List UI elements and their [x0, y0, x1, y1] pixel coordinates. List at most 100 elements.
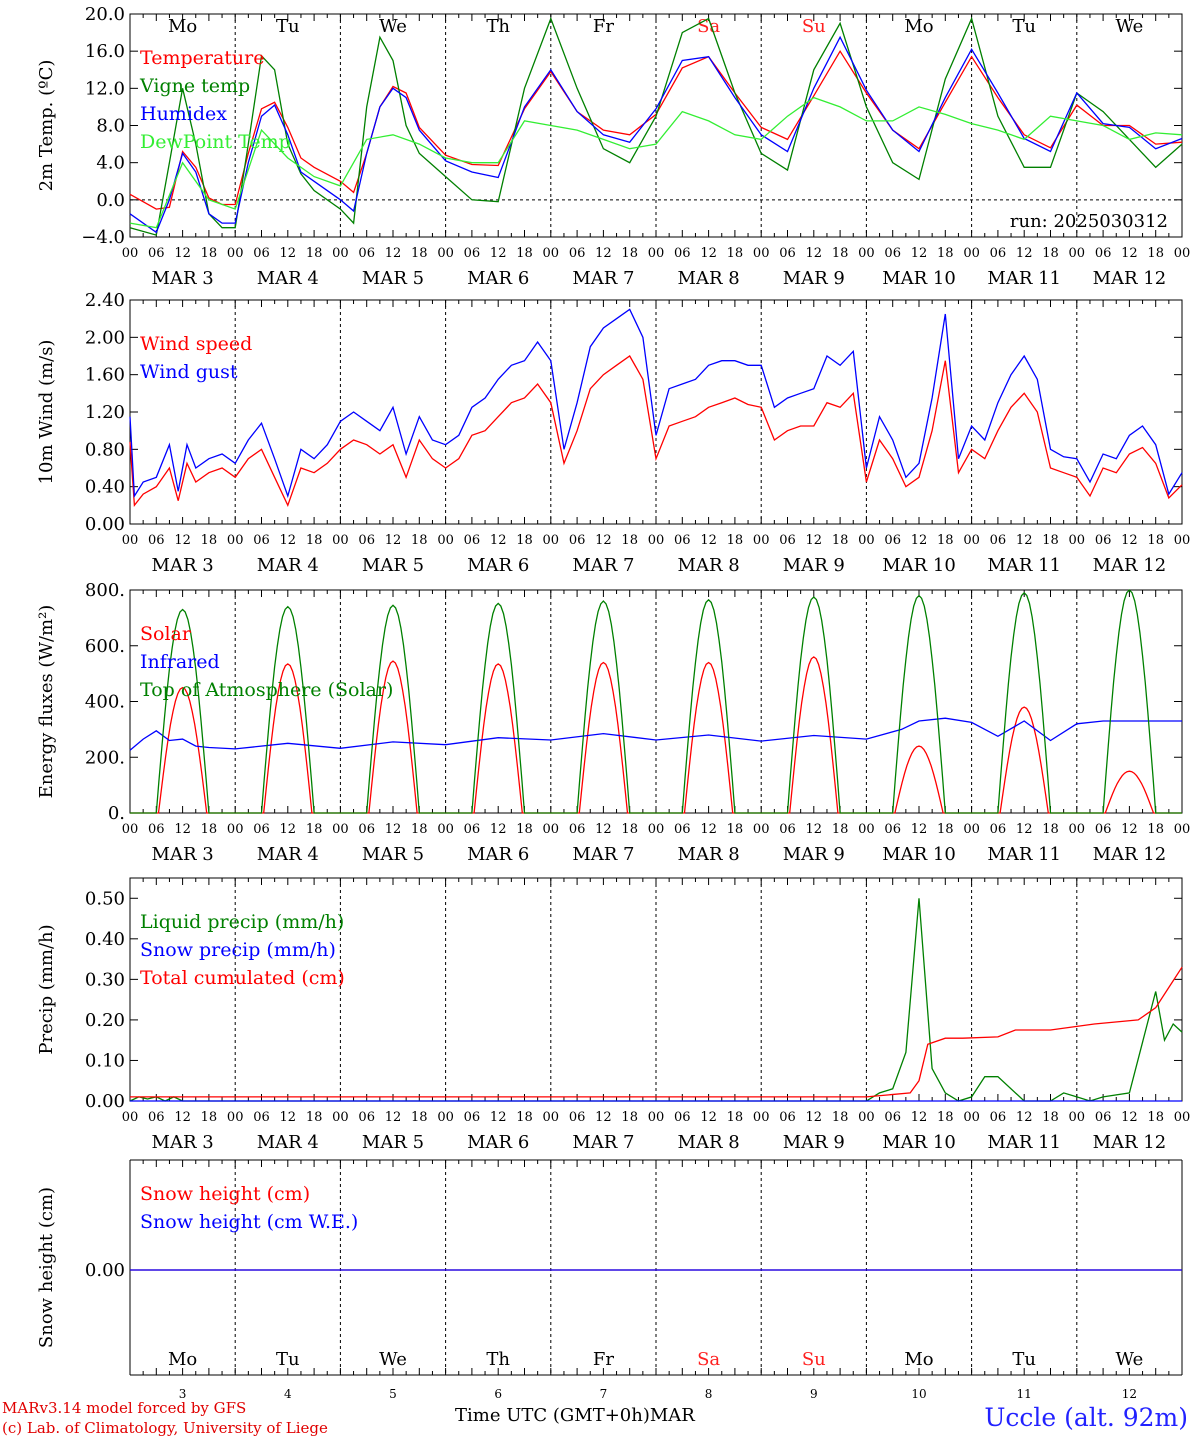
- date-label: MAR 3: [152, 268, 214, 289]
- y-tick-label: 0.10: [85, 1050, 125, 1071]
- day-name-label: Tu: [276, 16, 300, 37]
- hour-label: 18: [306, 822, 323, 837]
- day-name-label: Th: [486, 16, 510, 37]
- hour-label: 12: [1016, 1110, 1033, 1125]
- hour-label: 00: [963, 246, 980, 261]
- hour-label: 18: [832, 822, 849, 837]
- hour-label: 06: [779, 1110, 796, 1125]
- series-line-total-cumulated-cm-: [130, 966, 1183, 1098]
- date-label: MAR 6: [467, 268, 529, 289]
- y-tick-label: 16.0: [85, 41, 125, 62]
- hour-label: 00: [648, 533, 665, 548]
- hour-label: 00: [332, 246, 349, 261]
- legend-item: Snow height (cm): [140, 1183, 310, 1205]
- hour-label: 06: [884, 822, 901, 837]
- x-axis-month: MAR: [649, 1405, 695, 1426]
- hour-label: 18: [1147, 822, 1164, 837]
- hour-label: 00: [437, 1110, 454, 1125]
- hour-label: 12: [700, 533, 717, 548]
- hour-label: 00: [753, 246, 770, 261]
- y-axis-label: 2m Temp. (ºC): [36, 60, 57, 192]
- date-label: MAR 3: [152, 555, 214, 576]
- hour-label: 06: [358, 246, 375, 261]
- series-line-wind-gust: [129, 308, 1183, 499]
- day-name-label: Fr: [593, 1349, 614, 1370]
- model-credit: MARv3.14 model forced by GFS: [2, 1399, 247, 1417]
- legend-item: Total cumulated (cm): [140, 967, 345, 989]
- hour-label: 12: [595, 533, 612, 548]
- hour-label: 00: [1069, 533, 1086, 548]
- hour-label: 18: [727, 533, 744, 548]
- day-number-label: 11: [1017, 1387, 1032, 1401]
- hour-label: 12: [490, 1110, 507, 1125]
- hour-label: 06: [569, 1110, 586, 1125]
- day-number-label: 5: [389, 1387, 397, 1401]
- hour-label: 18: [727, 1110, 744, 1125]
- hour-label: 12: [1121, 246, 1138, 261]
- hour-label: 06: [464, 822, 481, 837]
- y-tick-label: 0.0: [96, 190, 125, 211]
- hour-label: 00: [227, 822, 244, 837]
- legend-item: Wind speed: [140, 333, 252, 355]
- station-label: Uccle (alt. 92m): [984, 1403, 1188, 1432]
- legend-item: Top of Atmosphere (Solar): [140, 679, 393, 701]
- hour-label: 00: [227, 533, 244, 548]
- hour-label: 18: [937, 1110, 954, 1125]
- hour-label: 00: [1069, 1110, 1086, 1125]
- hour-label: 18: [411, 246, 428, 261]
- hour-label: 06: [569, 533, 586, 548]
- y-tick-label: 20.0: [85, 4, 125, 25]
- hour-label: 00: [858, 1110, 875, 1125]
- hour-label: 06: [358, 822, 375, 837]
- hour-label: 18: [1147, 246, 1164, 261]
- hour-label: 06: [1095, 1110, 1112, 1125]
- hour-label: 00: [753, 1110, 770, 1125]
- hour-label: 06: [464, 1110, 481, 1125]
- series-line-wind-speed: [129, 355, 1183, 508]
- hour-label: 06: [779, 822, 796, 837]
- y-axis-label: 10m Wind (m/s): [36, 340, 57, 485]
- legend-item: Solar: [140, 623, 192, 645]
- hour-label: 00: [858, 533, 875, 548]
- hour-label: 06: [1095, 533, 1112, 548]
- hour-label: 00: [648, 1110, 665, 1125]
- y-tick-label: 0.80: [85, 439, 125, 460]
- y-tick-label: 0.30: [85, 969, 125, 990]
- day-name-label: Tu: [1012, 16, 1036, 37]
- hour-label: 00: [543, 246, 560, 261]
- legend-item: DewPoint Temp: [140, 131, 291, 153]
- hour-label: 18: [516, 533, 533, 548]
- hour-label: 12: [174, 533, 191, 548]
- legend-item: Snow precip (mm/h): [140, 939, 336, 961]
- date-label: MAR 12: [1093, 555, 1167, 576]
- hour-label: 00: [1174, 822, 1191, 837]
- y-axis-label: Snow height (cm): [36, 1187, 57, 1348]
- y-tick-label: 0.40: [85, 477, 125, 498]
- series-line-infrared: [129, 717, 1182, 751]
- hour-label: 00: [1174, 533, 1191, 548]
- hour-label: 18: [621, 246, 638, 261]
- legend-item: Liquid precip (mm/h): [140, 911, 344, 933]
- date-label: MAR 7: [572, 555, 634, 576]
- hour-label: 12: [280, 533, 297, 548]
- hour-label: 00: [648, 822, 665, 837]
- hour-label: 00: [227, 1110, 244, 1125]
- legend-item: Infrared: [140, 651, 220, 673]
- hour-label: 06: [884, 533, 901, 548]
- day-name-label: We: [1116, 1349, 1144, 1370]
- y-tick-label: 0.00: [85, 514, 125, 535]
- hour-label: 12: [280, 822, 297, 837]
- date-label: MAR 3: [152, 1132, 214, 1153]
- hour-label: 06: [358, 533, 375, 548]
- hour-label: 18: [1042, 822, 1059, 837]
- hour-label: 00: [437, 533, 454, 548]
- date-label: MAR 6: [467, 844, 529, 865]
- hour-label: 06: [253, 533, 270, 548]
- day-name-label: Fr: [593, 16, 614, 37]
- hour-label: 00: [1174, 1110, 1191, 1125]
- y-tick-label: 0.00: [85, 1260, 125, 1281]
- hour-label: 18: [727, 822, 744, 837]
- day-name-label: We: [379, 16, 407, 37]
- day-number-label: 9: [810, 1387, 818, 1401]
